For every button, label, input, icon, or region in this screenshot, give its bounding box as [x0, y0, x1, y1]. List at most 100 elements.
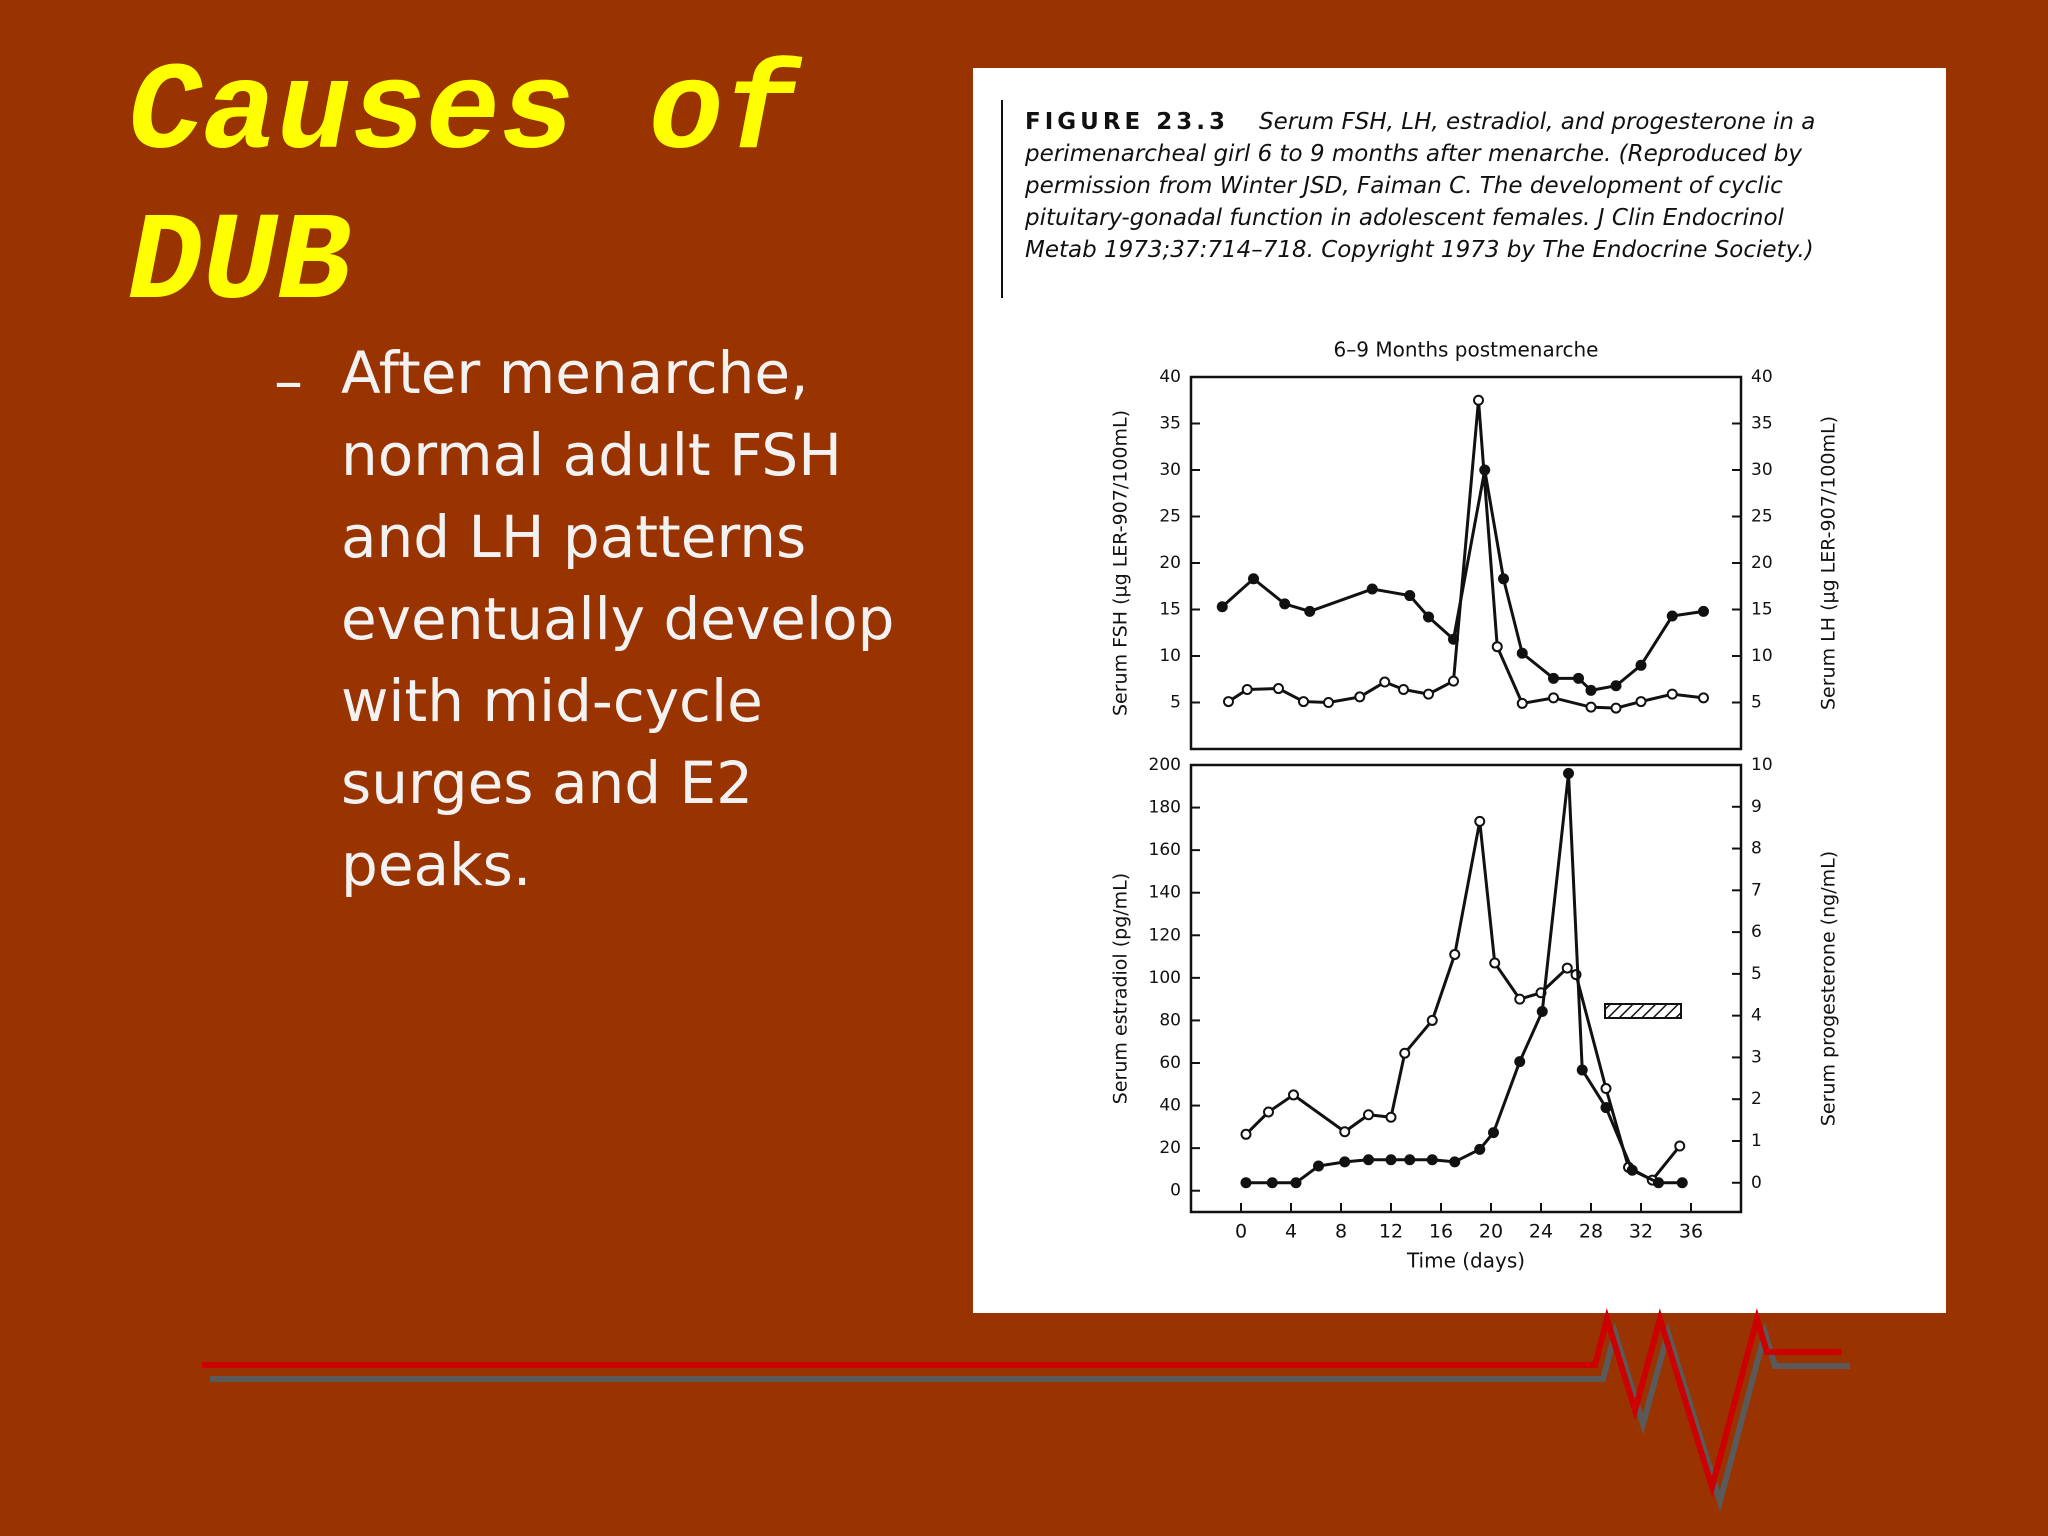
data-point	[1676, 1177, 1688, 1189]
data-point	[1474, 815, 1486, 827]
data-point	[1423, 688, 1434, 700]
data-point	[1514, 1056, 1526, 1068]
y2-tick-label: 35	[1751, 414, 1773, 434]
y2-tick-label: 2	[1751, 1089, 1762, 1109]
caption-rule	[1001, 100, 1003, 298]
data-point	[1363, 1109, 1374, 1121]
x-tick-label: 12	[1379, 1221, 1403, 1243]
data-point	[1385, 1154, 1397, 1166]
data-point	[1240, 1177, 1252, 1189]
x-tick-label: 8	[1335, 1221, 1347, 1243]
data-point	[1240, 1128, 1252, 1140]
data-point	[1266, 1177, 1278, 1189]
y-tick-label: 60	[1159, 1053, 1181, 1073]
y2-tick-label: 8	[1751, 839, 1762, 859]
data-point	[1385, 1111, 1397, 1123]
y2-tick-label: 3	[1751, 1047, 1762, 1067]
data-point	[1498, 573, 1509, 585]
y2-tick-label: 15	[1751, 600, 1773, 620]
data-point	[1488, 1127, 1499, 1139]
y-tick-label: 20	[1159, 553, 1181, 573]
data-point	[1610, 680, 1622, 692]
y-tick-label: 40	[1159, 1096, 1181, 1116]
data-point	[1563, 767, 1574, 779]
data-point	[1516, 647, 1528, 659]
data-point	[1674, 1140, 1686, 1152]
x-tick-label: 28	[1579, 1221, 1603, 1243]
data-point	[1600, 1102, 1612, 1114]
y-tick-label: 5	[1170, 693, 1181, 713]
y-tick-label: 160	[1149, 840, 1181, 860]
y2-tick-label: 4	[1751, 1006, 1762, 1026]
data-point	[1448, 675, 1459, 687]
y-tick-label: 100	[1149, 968, 1181, 988]
data-point	[1379, 676, 1391, 688]
x-tick-label: 16	[1429, 1221, 1453, 1243]
data-point	[1404, 1154, 1416, 1166]
decor-line-gray	[210, 1322, 1850, 1512]
data-point	[1653, 1177, 1664, 1189]
bullet-text: After menarche, normal adult FSH and LH …	[341, 339, 895, 899]
data-point	[1339, 1126, 1351, 1138]
y2-tick-label: 10	[1751, 755, 1773, 775]
x-tick-label: 4	[1285, 1221, 1297, 1243]
y-tick-label: 35	[1159, 414, 1181, 434]
data-point	[1536, 1005, 1548, 1017]
y2-tick-label: 0	[1751, 1173, 1762, 1193]
data-point	[1279, 598, 1291, 610]
data-point	[1399, 1047, 1411, 1059]
x-axis-label: Time (days)	[1406, 1249, 1525, 1273]
data-point	[1449, 948, 1461, 960]
x-tick-label: 24	[1529, 1221, 1553, 1243]
figure-panel	[973, 68, 1946, 1313]
y-tick-label: 80	[1159, 1010, 1181, 1030]
y2-tick-label: 10	[1751, 646, 1773, 666]
data-point	[1426, 1014, 1438, 1026]
y-axis-label: Serum FSH (µg LER-907/100mL)	[1110, 410, 1132, 716]
y2-tick-label: 6	[1751, 922, 1762, 942]
data-point	[1576, 1064, 1588, 1076]
y-tick-label: 30	[1159, 460, 1181, 480]
data-point	[1600, 1083, 1612, 1095]
data-point	[1273, 683, 1284, 695]
y-tick-label: 20	[1159, 1138, 1181, 1158]
y2-axis-label: Serum progesterone (ng/mL)	[1818, 851, 1840, 1126]
y-tick-label: 140	[1149, 883, 1181, 903]
y2-tick-label: 40	[1751, 367, 1773, 387]
y-tick-label: 0	[1170, 1181, 1181, 1201]
y-tick-label: 25	[1159, 507, 1181, 527]
data-point	[1573, 672, 1584, 684]
figure-caption-text: Serum FSH, LH, estradiol, and progestero…	[1025, 109, 1816, 263]
data-point	[1298, 696, 1309, 708]
data-point	[1666, 610, 1678, 622]
x-tick-label: 32	[1629, 1221, 1653, 1243]
chart-title: 6–9 Months postmenarche	[1334, 338, 1599, 362]
y2-tick-label: 9	[1751, 797, 1762, 817]
data-point	[1561, 962, 1573, 974]
data-point	[1354, 691, 1366, 703]
data-point	[1474, 1143, 1486, 1155]
data-point	[1514, 993, 1526, 1005]
data-point	[1635, 696, 1647, 708]
data-point	[1404, 590, 1416, 602]
figure-label: FIGURE 23.3	[1025, 109, 1230, 135]
menses-bar	[1604, 1003, 1682, 1019]
data-point	[1516, 697, 1528, 709]
data-point	[1363, 1154, 1374, 1166]
y-tick-label: 40	[1159, 367, 1181, 387]
data-point	[1489, 957, 1501, 969]
data-point	[1698, 605, 1709, 617]
data-point	[1548, 672, 1559, 684]
y2-axis-label: Serum LH (µg LER-907/100mL)	[1818, 416, 1840, 710]
y2-tick-label: 1	[1751, 1131, 1762, 1151]
data-point	[1449, 1156, 1461, 1168]
x-tick-label: 0	[1235, 1221, 1247, 1243]
x-tick-label: 36	[1679, 1221, 1703, 1243]
data-point	[1263, 1106, 1274, 1118]
plot-frame	[1189, 763, 1743, 1214]
data-point	[1323, 697, 1334, 708]
data-point	[1288, 1089, 1299, 1101]
data-point	[1626, 1164, 1638, 1176]
